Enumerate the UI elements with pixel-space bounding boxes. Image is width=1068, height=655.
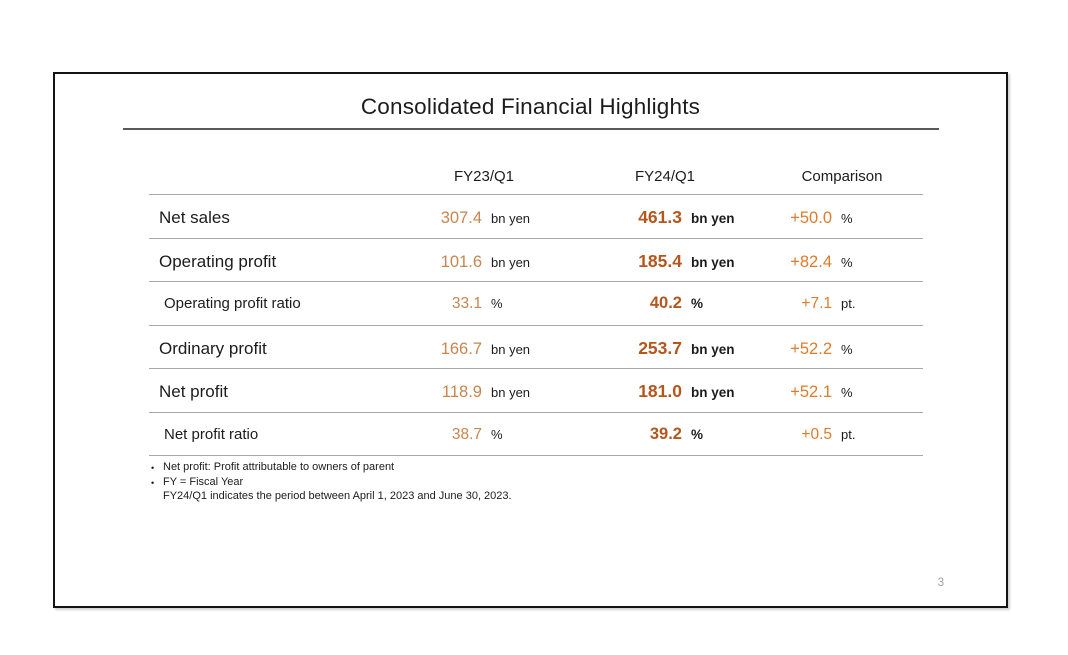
- row-label: Net profit: [159, 382, 228, 401]
- fy23-unit: bn yen: [491, 211, 531, 226]
- fy24-value: 40.2: [649, 294, 682, 312]
- title-underline: [122, 128, 939, 130]
- comparison-value: +52.1: [790, 383, 832, 401]
- comparison-value: +50.0: [790, 209, 832, 227]
- footnote-line: • Net profit: Profit attributable to own…: [151, 461, 851, 476]
- footnote-text: FY = Fiscal Year: [163, 475, 244, 488]
- comparison-unit: pt.: [841, 426, 856, 442]
- footnote-line: • FY = Fiscal Year: [151, 476, 851, 491]
- financial-highlights-table: FY23/Q1 FY24/Q1 Comparison Net sales 307.…: [149, 162, 923, 456]
- fy23-unit: bn yen: [491, 385, 531, 400]
- comparison-value: +0.5: [801, 425, 832, 443]
- table-row: Net sales 307.4 bn yen 461.3 bn yen +50.0%: [149, 195, 923, 239]
- column-header-comparison: Comparison: [801, 168, 883, 185]
- footnotes: • Net profit: Profit attributable to own…: [151, 461, 851, 504]
- comparison-value: +52.2: [790, 339, 832, 358]
- row-label: Operating profit: [159, 251, 277, 271]
- table-row: Ordinary profit 166.7 bn yen 253.7 bn yen +52…: [149, 326, 923, 369]
- comparison-unit: %: [841, 254, 853, 270]
- table-header-row: FY23/Q1 FY24/Q1 Comparison: [149, 162, 923, 195]
- fy24-unit: bn yen: [691, 211, 735, 226]
- comparison-value: +82.4: [790, 252, 832, 271]
- column-header-spacer: [149, 168, 399, 194]
- column-header-fy23: FY23/Q1: [453, 168, 515, 185]
- row-label: Ordinary profit: [159, 338, 267, 358]
- table-body: Net sales 307.4 bn yen 461.3 bn yen +50.0% Ope…: [149, 195, 923, 456]
- comparison-unit: %: [841, 385, 853, 400]
- fy23-unit: bn yen: [491, 254, 531, 270]
- fy23-value: 101.6: [440, 252, 482, 271]
- footnote-text: FY24/Q1 indicates the period between Apr…: [163, 490, 512, 502]
- fy24-unit: %: [691, 426, 704, 442]
- fy24-unit: bn yen: [691, 341, 735, 357]
- row-label: Operating profit ratio: [164, 295, 301, 312]
- fy24-unit: %: [691, 296, 704, 311]
- fy23-value: 307.4: [440, 209, 482, 227]
- footnote-line: FY24/Q1 indicates the period between Apr…: [151, 490, 851, 504]
- comparison-unit: pt.: [841, 296, 856, 311]
- table-row: Operating profit ratio 33.1% 40.2% +7.1 pt.: [149, 282, 923, 326]
- comparison-unit: %: [841, 211, 853, 226]
- row-label: Net sales: [159, 208, 230, 227]
- row-label: Net profit ratio: [164, 425, 259, 443]
- column-header-fy24: FY24/Q1: [634, 168, 696, 185]
- fy24-value: 181.0: [638, 381, 682, 401]
- fy24-value: 39.2: [649, 424, 682, 443]
- fy23-unit: %: [491, 296, 503, 311]
- footnote-text: Net profit: Profit attributable to owner…: [163, 461, 395, 473]
- fy23-value: 118.9: [441, 383, 482, 401]
- comparison-unit: %: [841, 341, 853, 357]
- comparison-value: +7.1: [801, 295, 832, 312]
- bullet-icon: •: [151, 463, 155, 473]
- bullet-icon: •: [151, 477, 155, 488]
- fy23-value: 33.1: [451, 295, 482, 312]
- page-number: 3: [937, 577, 944, 589]
- fy23-unit: %: [491, 426, 503, 442]
- fy24-value: 461.3: [638, 207, 682, 227]
- table-row: Operating profit 101.6 bn yen 185.4 bn yen +8…: [149, 239, 923, 282]
- table-row: Net profit ratio 38.7% 39.2% +0.5 pt.: [149, 413, 923, 456]
- fy23-value: 38.7: [451, 425, 482, 443]
- fy24-value: 185.4: [638, 250, 682, 271]
- table-row: Net profit 118.9 bn yen 181.0 bn yen +52.1%: [149, 369, 923, 413]
- fy24-unit: bn yen: [691, 385, 735, 400]
- fy23-unit: bn yen: [491, 341, 531, 357]
- fy24-value: 253.7: [638, 337, 682, 358]
- slide-title: Consolidated Financial Highlights: [360, 94, 701, 119]
- slide: Consolidated Financial Highlights FY23/Q…: [53, 72, 1008, 608]
- fy23-value: 166.7: [440, 339, 482, 358]
- fy24-unit: bn yen: [691, 254, 735, 270]
